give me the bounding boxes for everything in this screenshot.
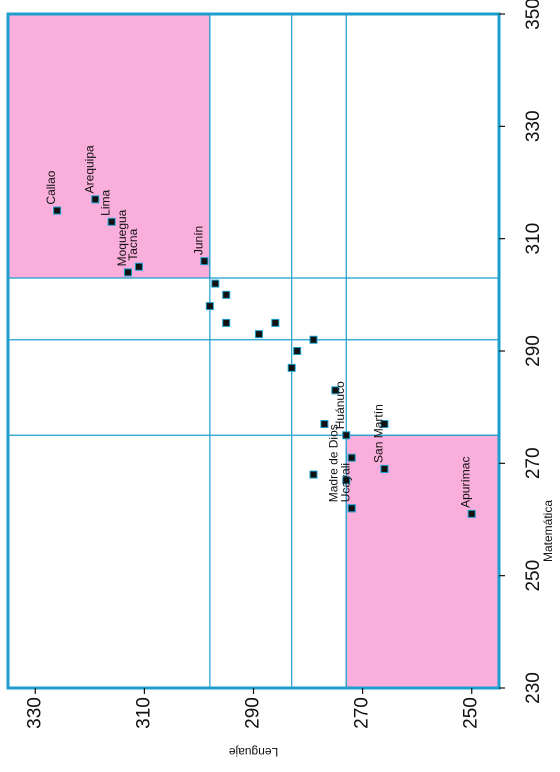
point-label: Lima bbox=[99, 189, 113, 215]
data-point bbox=[331, 386, 340, 395]
x-tick-label: 350 bbox=[523, 0, 544, 30]
data-point bbox=[467, 509, 476, 518]
highlight-region-2 bbox=[345, 434, 500, 689]
data-point bbox=[342, 476, 351, 485]
x-tick-label: 230 bbox=[523, 672, 544, 704]
data-point bbox=[380, 420, 389, 429]
point-label: San Martín bbox=[371, 404, 385, 463]
x-tick-label: 290 bbox=[523, 335, 544, 367]
highlight-regions bbox=[7, 13, 500, 689]
data-point bbox=[320, 420, 329, 429]
x-tick-label: 250 bbox=[523, 560, 544, 592]
highlight-region-1 bbox=[7, 13, 211, 279]
point-label: Callao bbox=[44, 170, 58, 204]
data-point bbox=[222, 290, 231, 299]
data-point bbox=[347, 504, 356, 513]
data-point bbox=[222, 318, 231, 327]
data-point bbox=[309, 335, 318, 344]
point-label: Moquegua bbox=[115, 209, 129, 266]
data-point bbox=[293, 347, 302, 355]
data-point bbox=[134, 262, 143, 271]
data-points bbox=[53, 195, 476, 518]
data-point bbox=[309, 470, 318, 479]
data-point bbox=[271, 318, 280, 327]
data-point bbox=[254, 330, 263, 339]
data-point bbox=[124, 268, 133, 277]
x-axis-ticks: 230 250 270 290 310 330 350 bbox=[499, 0, 544, 704]
x-axis-title: Matemática bbox=[541, 500, 555, 562]
data-point bbox=[53, 206, 62, 215]
point-label: Ucayali bbox=[339, 463, 353, 502]
y-tick-label: 330 bbox=[24, 697, 45, 729]
y-axis-title: Lenguaje bbox=[228, 745, 278, 759]
point-label: Tacna bbox=[126, 228, 140, 260]
y-tick-label: 250 bbox=[461, 697, 482, 729]
point-label: Apurímac bbox=[459, 457, 473, 508]
point-label: Madre de Dios bbox=[327, 424, 341, 502]
y-tick-label: 290 bbox=[243, 697, 264, 729]
point-label: Junín bbox=[191, 226, 205, 255]
x-tick-label: 330 bbox=[523, 110, 544, 142]
data-point bbox=[347, 453, 356, 462]
y-tick-label: 270 bbox=[352, 697, 373, 729]
reference-lines bbox=[8, 14, 499, 688]
data-point bbox=[342, 431, 351, 440]
data-point bbox=[91, 195, 100, 204]
data-point bbox=[107, 217, 116, 226]
y-tick-label: 310 bbox=[133, 697, 154, 729]
point-label: Arequipa bbox=[82, 145, 96, 193]
data-point bbox=[205, 302, 214, 311]
data-point bbox=[287, 363, 296, 372]
x-tick-label: 270 bbox=[523, 447, 544, 479]
point-label: Huánuco bbox=[333, 381, 347, 429]
data-point bbox=[211, 279, 220, 288]
x-tick-label: 310 bbox=[523, 223, 544, 255]
data-point bbox=[200, 257, 209, 266]
data-point bbox=[380, 464, 389, 473]
y-axis-ticks: 250 270 290 310 330 bbox=[24, 688, 482, 729]
